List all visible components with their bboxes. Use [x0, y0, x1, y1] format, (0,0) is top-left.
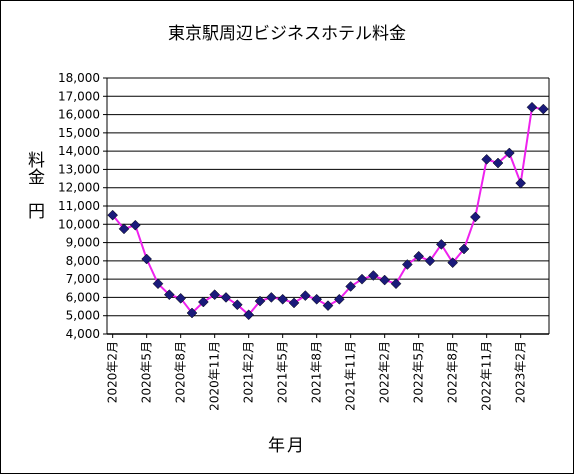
x-axis-ticks: 2020年2月 2020年5月 2020年8月 2020年11月 2021年2月 2021… [106, 334, 528, 411]
x-tick-label: 2021年5月 [276, 341, 290, 403]
data-point [458, 243, 470, 255]
y-tick-label: 11,000 [58, 199, 100, 213]
x-tick-label: 2020年2月 [106, 341, 120, 403]
data-point [152, 278, 164, 290]
y-tick-label: 8,000 [66, 254, 100, 268]
data-point [243, 309, 255, 321]
data-point [197, 296, 209, 308]
y-tick-label: 7,000 [66, 272, 100, 286]
x-tick-label: 2023年2月 [514, 341, 528, 403]
data-point [435, 239, 447, 250]
data-point [175, 292, 187, 304]
y-tick-label: 6,000 [66, 290, 100, 304]
data-point [537, 103, 549, 115]
data-point [367, 270, 379, 281]
data-point [322, 300, 334, 312]
y-tick-label: 4,000 [66, 327, 100, 341]
y-tick-label: 18,000 [58, 71, 100, 85]
y-tick-label: 5,000 [66, 309, 100, 323]
data-point [209, 289, 221, 301]
y-tick-label: 12,000 [58, 181, 100, 195]
y-tick-label: 16,000 [58, 108, 100, 122]
data-point [186, 307, 198, 319]
data-point [503, 147, 515, 159]
data-point [129, 219, 141, 231]
data-point [141, 253, 153, 265]
data-point [231, 299, 243, 311]
y-tick-label: 17,000 [58, 89, 100, 103]
data-point [311, 293, 323, 305]
markers [107, 101, 549, 321]
data-point [515, 177, 527, 189]
data-point [492, 157, 504, 169]
data-point [447, 257, 459, 269]
y-tick-label: 10,000 [58, 217, 100, 231]
data-point [163, 289, 175, 301]
x-tick-label: 2022年2月 [378, 341, 392, 403]
data-point [481, 154, 493, 165]
x-tick-label: 2022年5月 [412, 341, 426, 403]
x-tick-label: 2022年11月 [480, 341, 494, 411]
x-tick-label: 2020年8月 [174, 341, 188, 403]
data-point [220, 292, 232, 303]
data-point [356, 273, 368, 285]
data-point [118, 223, 130, 235]
data-point [333, 293, 345, 305]
data-point [299, 290, 311, 301]
data-point [379, 274, 391, 286]
data-point [265, 292, 277, 303]
x-tick-label: 2021年8月 [310, 341, 324, 403]
x-tick-label: 2020年11月 [208, 341, 222, 411]
data-point [401, 259, 413, 270]
x-tick-label: 2020年5月 [140, 341, 154, 403]
data-point [390, 278, 402, 290]
data-point [413, 250, 425, 262]
y-tick-label: 15,000 [58, 126, 100, 140]
data-point [288, 297, 300, 309]
data-point [107, 209, 119, 221]
series-line [111, 106, 544, 317]
y-tick-label: 13,000 [58, 162, 100, 176]
data-point [254, 295, 266, 307]
data-point [469, 211, 481, 223]
x-axis-label: 年月 [268, 436, 306, 456]
data-point [526, 101, 538, 113]
data-point [277, 293, 289, 305]
x-tick-label: 2021年11月 [344, 341, 358, 411]
y-tick-label: 14,000 [58, 144, 100, 158]
data-point [345, 281, 357, 292]
y-tick-label: 9,000 [66, 236, 100, 250]
series [111, 106, 544, 317]
y-axis-ticks: 4,000 5,000 6,000 7,000 8,000 9,000 10,000 11,0… [58, 71, 107, 341]
chart-title: 東京駅周辺ビジネスホテル料金 [168, 24, 406, 44]
y-axis-label: 料金 円 [24, 151, 44, 219]
gridlines [106, 77, 550, 335]
x-tick-label: 2022年8月 [446, 341, 460, 403]
x-tick-label: 2021年2月 [242, 341, 256, 403]
data-point [424, 255, 436, 267]
